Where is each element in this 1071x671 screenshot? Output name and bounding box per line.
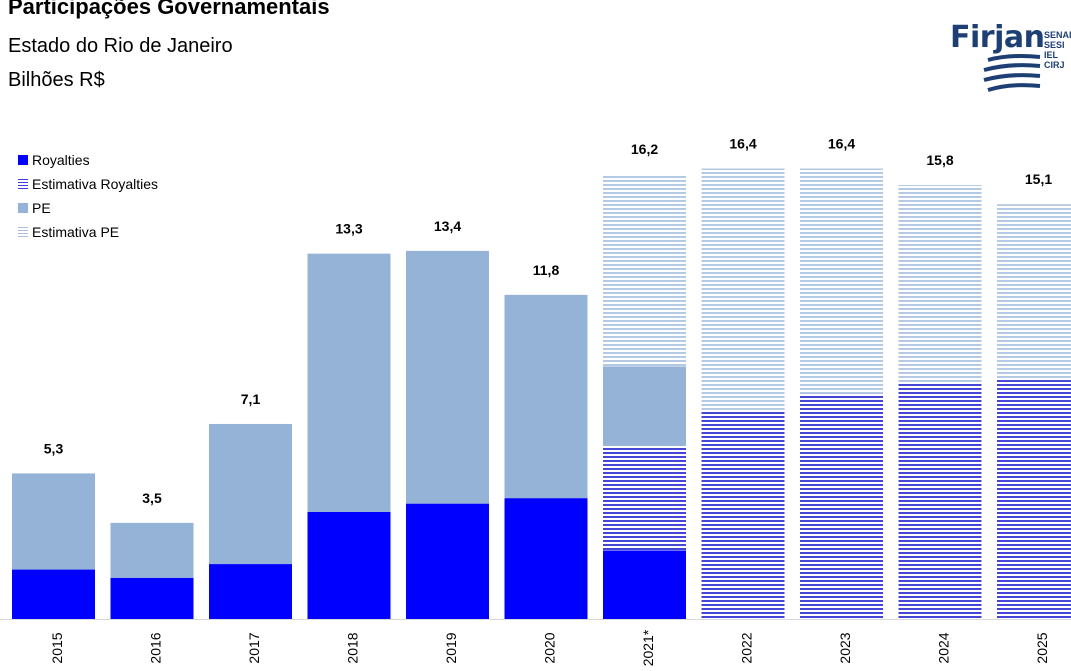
legend-swatch-royalties [18, 155, 28, 165]
chart-subtitle: Estado do Rio de Janeiro [8, 35, 233, 57]
legend-label: PE [32, 200, 51, 216]
total-data-label: 5,3 [44, 440, 64, 456]
legend-item: Estimativa Royalties [18, 172, 158, 196]
x-tick-label: 2015 [49, 632, 65, 663]
firjan-logo: Firjan SENAI SESI IEL CIRJ [950, 20, 1071, 105]
legend-item: PE [18, 196, 158, 220]
legend-label: Royalties [32, 152, 90, 168]
legend-swatch-pe [18, 203, 28, 213]
x-tick-label: 2025 [1034, 632, 1050, 663]
legend-item: Estimativa PE [18, 220, 158, 244]
total-data-label: 16,4 [729, 135, 756, 151]
total-data-label: 3,5 [142, 490, 162, 506]
chart-title: Participações Governamentais [8, 0, 330, 19]
bar-royalties [406, 503, 489, 619]
x-tick-label: 2022 [739, 632, 755, 663]
bar-estimativa-royalties [898, 382, 982, 619]
bar-estimativa-royalties [800, 393, 883, 619]
x-tick-label: 2017 [246, 632, 262, 663]
total-data-label: 11,8 [533, 262, 560, 278]
bar-estimativa-royalties [603, 445, 686, 551]
bar-estimativa-royalties [701, 410, 785, 619]
total-data-label: 13,4 [434, 218, 461, 234]
bar-pe [209, 423, 292, 565]
x-tick-label: 2024 [936, 632, 952, 663]
logo-line: SENAI [1044, 30, 1071, 40]
bar-pe [110, 522, 194, 578]
total-data-label: 15,8 [926, 152, 953, 168]
bar-estimativa-pe [800, 168, 883, 394]
bar-royalties [603, 550, 686, 619]
total-data-label: 16,2 [631, 141, 658, 157]
legend-swatch-estimativa-pe [18, 227, 28, 237]
bar-estimativa-pe [898, 184, 982, 383]
x-tick-label: 2021* [640, 629, 656, 666]
logo-waves-icon [983, 54, 1041, 92]
legend-label: Estimativa Royalties [32, 176, 159, 192]
x-tick-label: 2016 [148, 632, 164, 663]
total-data-label: 7,1 [241, 391, 261, 407]
chart-unit: Bilhões R$ [8, 69, 105, 91]
legend-swatch-estimativa-royalties [18, 179, 28, 189]
x-tick-label: 2018 [345, 632, 361, 663]
bar-estimativa-royalties [997, 380, 1071, 619]
logo-line: CIRJ [1044, 60, 1065, 70]
total-data-label: 13,3 [335, 221, 362, 237]
bar-estimativa-pe [701, 168, 785, 411]
total-data-label: 16,4 [828, 135, 855, 151]
bar-pe [504, 294, 588, 499]
logo-line: IEL [1044, 50, 1059, 60]
logo-line: SESI [1044, 40, 1065, 50]
chart-legend: Royalties Estimativa Royalties PE Estima… [18, 148, 158, 244]
bar-pe [12, 473, 95, 570]
bar-pe [307, 253, 391, 512]
bar-estimativa-pe [997, 204, 1071, 381]
x-tick-label: 2019 [443, 632, 459, 663]
bar-royalties [12, 569, 95, 619]
bar-royalties [504, 498, 588, 619]
x-tick-label: 2020 [542, 632, 558, 663]
legend-item: Royalties [18, 148, 158, 172]
bar-royalties [209, 564, 292, 619]
bar-pe [603, 366, 686, 446]
bar-royalties [307, 511, 391, 619]
logo-wordmark: Firjan [950, 20, 1045, 55]
x-tick-label: 2023 [837, 632, 853, 663]
bar-estimativa-pe [603, 173, 686, 367]
legend-label: Estimativa PE [32, 224, 120, 240]
total-data-label: 15,1 [1025, 171, 1052, 187]
bar-royalties [110, 577, 194, 619]
bar-pe [406, 250, 489, 504]
